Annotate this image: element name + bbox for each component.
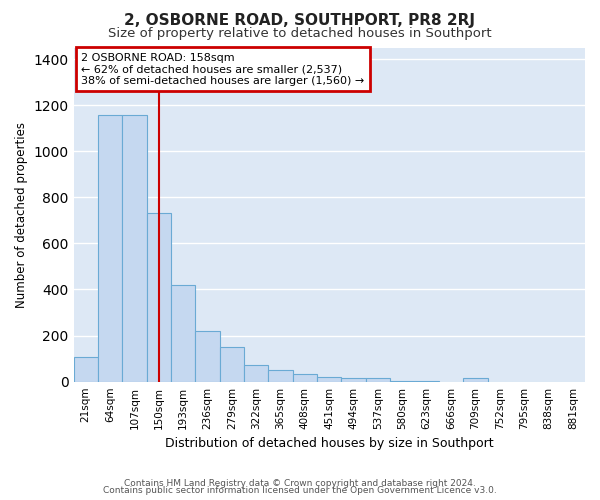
Bar [74, 357, 98, 382]
Bar [390, 380, 415, 382]
Bar [146, 214, 171, 382]
Bar [171, 286, 196, 382]
Text: Contains public sector information licensed under the Open Government Licence v3: Contains public sector information licen… [103, 486, 497, 495]
Bar [268, 370, 293, 382]
X-axis label: Distribution of detached houses by size in Southport: Distribution of detached houses by size … [165, 437, 494, 450]
Bar [122, 116, 146, 382]
Text: 2, OSBORNE ROAD, SOUTHPORT, PR8 2RJ: 2, OSBORNE ROAD, SOUTHPORT, PR8 2RJ [125, 12, 476, 28]
Text: Contains HM Land Registry data © Crown copyright and database right 2024.: Contains HM Land Registry data © Crown c… [124, 478, 476, 488]
Bar [196, 332, 220, 382]
Bar [341, 378, 366, 382]
Bar [415, 380, 439, 382]
Text: 2 OSBORNE ROAD: 158sqm
← 62% of detached houses are smaller (2,537)
38% of semi-: 2 OSBORNE ROAD: 158sqm ← 62% of detached… [81, 52, 364, 86]
Bar [244, 365, 268, 382]
Y-axis label: Number of detached properties: Number of detached properties [15, 122, 28, 308]
Bar [98, 116, 122, 382]
Bar [293, 374, 317, 382]
Bar [317, 377, 341, 382]
Bar [366, 378, 390, 382]
Bar [463, 378, 488, 382]
Bar [220, 347, 244, 382]
Text: Size of property relative to detached houses in Southport: Size of property relative to detached ho… [108, 28, 492, 40]
